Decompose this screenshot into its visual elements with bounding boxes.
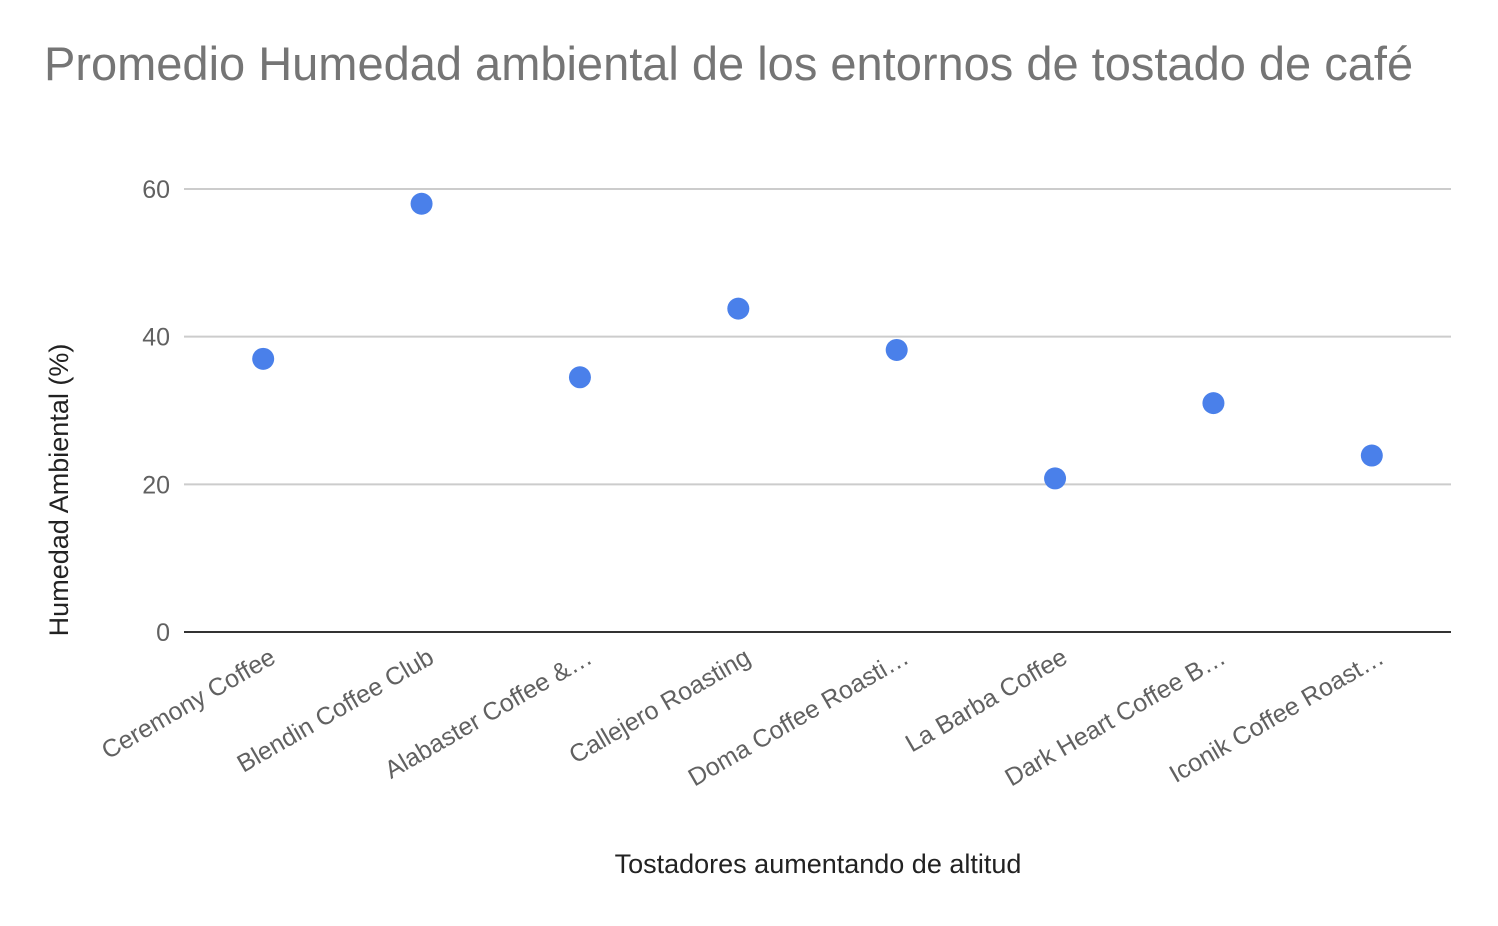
x-axis-title: Tostadores aumentando de altitud: [615, 849, 1022, 879]
data-point: [1044, 467, 1067, 490]
data-point: [410, 192, 433, 215]
chart-title: Promedio Humedad ambiental de los entorn…: [44, 37, 1414, 90]
y-tick-label: 40: [142, 324, 170, 352]
data-point: [1360, 444, 1383, 467]
data-point: [1202, 392, 1225, 415]
data-point: [885, 338, 908, 361]
data-points: [252, 192, 1383, 490]
y-tick-label: 60: [142, 176, 170, 204]
y-axis-ticks: 0 20 40 60: [142, 176, 170, 647]
y-tick-label: 20: [142, 471, 170, 499]
gridlines: [184, 188, 1451, 633]
data-point: [252, 347, 275, 370]
data-point: [727, 297, 750, 320]
y-axis-title: Humedad Ambiental (%): [44, 344, 74, 637]
y-tick-label: 0: [156, 619, 170, 647]
data-point: [568, 366, 591, 389]
